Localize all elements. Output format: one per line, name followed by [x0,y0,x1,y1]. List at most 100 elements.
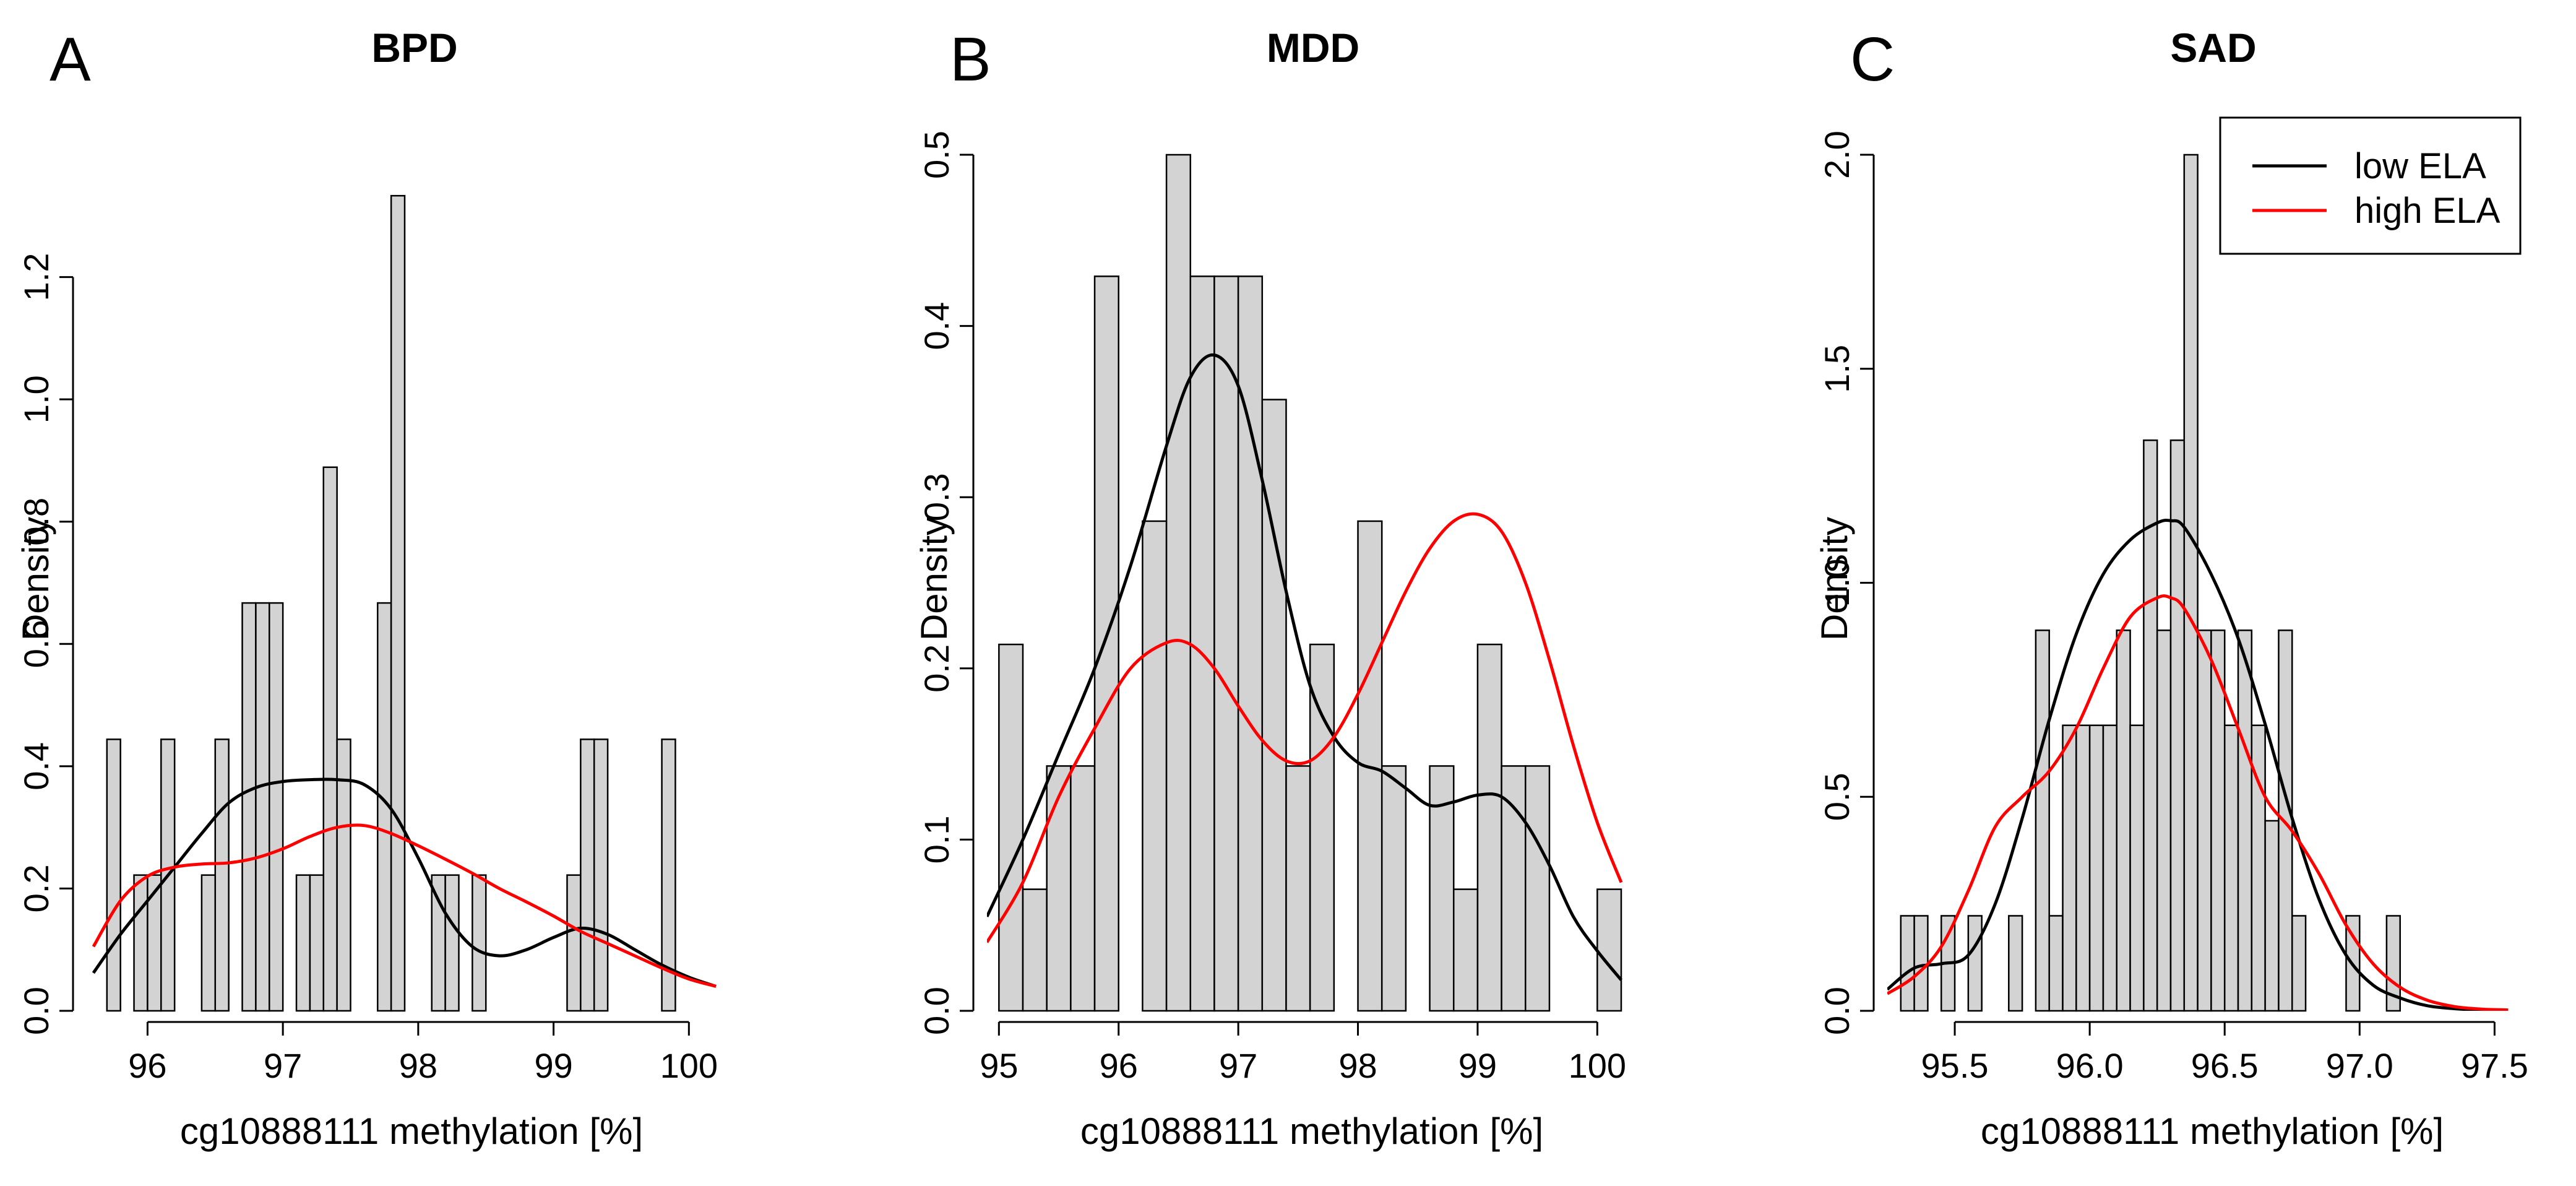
histogram-bar [106,738,121,1012]
axes: 95 96 97 98 99 100 0.0 0.1 0.2 0.3 0.4 0.5 [917,131,1626,1085]
x-tick-label: 96.0 [2056,1046,2124,1085]
histogram-bar [2197,630,2212,1012]
panel-title: MDD [1267,25,1359,71]
histogram-bar [2264,820,2280,1012]
y-tick-label: 1.0 [1817,559,1856,607]
y-tick-label: 0.4 [917,302,956,350]
legend-box [2219,116,2522,255]
panel-letter: B [950,25,991,94]
histogram-bar [2237,630,2253,1012]
histogram-bar [133,874,149,1012]
x-tick-label: 97 [1219,1046,1257,1085]
histogram-bar [2075,724,2091,1012]
y-tick-label: 0.5 [917,131,956,179]
y-tick-label: 1.2 [17,253,56,301]
legend: low ELA high ELA [2219,116,2522,255]
x-tick-label: 99 [1458,1046,1497,1085]
histogram-bar [2223,724,2239,1012]
histogram-bar [1476,643,1502,1012]
panel-title: SAD [2170,25,2256,71]
legend-label-low-ela: low ELA [2354,146,2486,186]
density-curves [92,777,717,988]
y-tick-label: 0.6 [17,620,56,668]
histogram-bar [1213,275,1239,1012]
histogram-bar [1967,915,1983,1012]
histogram-bar [295,874,311,1012]
histogram-bar [200,874,217,1012]
y-tick-label: 0.3 [917,473,956,521]
histogram-bar [2116,630,2131,1012]
x-tick-label: 100 [1569,1046,1626,1085]
y-tick-label: 1.5 [1817,345,1856,393]
x-tick-label: 97.0 [2326,1046,2393,1085]
histogram-bar [2129,724,2145,1012]
panel-letter: C [1850,25,1895,94]
histogram-bar [1285,765,1311,1012]
y-tick-label: 0.8 [17,498,56,546]
histogram-bar [1093,275,1119,1012]
histogram-bar [1452,888,1479,1012]
histogram-bar [1022,888,1048,1012]
panel-b: B MDD cg10888111 methylation [%] Density… [913,25,1626,1152]
panel-letter: A [50,25,91,94]
histogram-bar [566,874,582,1012]
density-curve-low-ela [1887,518,2509,1011]
histogram-bar [1142,520,1168,1012]
density-curve-low-ela [987,353,1622,981]
density-curves [987,353,1623,981]
histogram-bar [1165,154,1192,1012]
density-curve-low-ela [92,777,717,988]
x-tick-label: 97 [264,1046,302,1085]
histogram-bars [106,194,676,1012]
x-axis-title: cg10888111 methylation [%] [1981,1110,2444,1152]
y-tick-label: 1.0 [17,375,56,423]
histogram-bar [2156,630,2172,1012]
y-tick-label: 0.1 [917,815,956,864]
x-axis-title: cg10888111 methylation [%] [180,1110,643,1152]
x-tick-label: 95 [980,1046,1018,1085]
y-tick-label: 2.0 [1817,131,1856,179]
histogram-bar [1381,765,1407,1012]
x-tick-label: 97.5 [2461,1046,2528,1085]
x-tick-label: 98 [399,1046,437,1085]
histogram-bar [2385,915,2401,1012]
histogram-bar [580,738,595,1012]
y-tick-label: 0.4 [17,742,56,790]
histogram-bar [269,602,284,1012]
y-tick-label: 0.0 [917,987,956,1035]
histogram-bar [1913,915,1929,1012]
histogram-bar [309,874,325,1012]
histogram-bar [593,738,609,1012]
histogram-bar [2102,724,2117,1012]
histogram-bar [2062,724,2077,1012]
panel-a: A BPD cg10888111 methylation [%] Density… [15,25,718,1152]
histogram-bar [214,738,230,1012]
histogram-bar [1189,275,1215,1012]
x-tick-label: 100 [660,1046,718,1085]
histogram-bar [1309,643,1335,1012]
y-tick-label: 0.2 [917,644,956,693]
x-tick-label: 99 [534,1046,572,1085]
histogram-bar [1596,888,1622,1012]
histogram-bar [661,738,676,1012]
density-curve-high-ela [92,823,717,988]
histogram-bar [336,738,351,1012]
legend-label-high-ela: high ELA [2354,191,2501,231]
histogram-bar [431,874,446,1012]
histogram-bar [1900,915,1915,1012]
x-tick-label: 96.5 [2191,1046,2259,1085]
axes: 96 97 98 99 100 0.0 0.2 0.4 0.6 0.8 1.0 1.2 [17,253,718,1085]
axes: 95.5 96.0 96.5 97.0 97.5 0.0 0.5 1.0 1.5 2.0 [1817,131,2528,1085]
histogram-bar [147,874,162,1012]
histogram-bar [444,874,460,1012]
histogram-bar [390,194,406,1012]
y-tick-label: 0.0 [17,987,56,1035]
x-tick-label: 96 [128,1046,166,1085]
histogram-bar [998,643,1024,1012]
x-tick-label: 96 [1100,1046,1138,1085]
y-tick-label: 0.2 [17,864,56,912]
histogram-bar [255,602,270,1012]
histogram-bar [472,874,487,1012]
y-tick-label: 0.5 [1817,773,1856,821]
